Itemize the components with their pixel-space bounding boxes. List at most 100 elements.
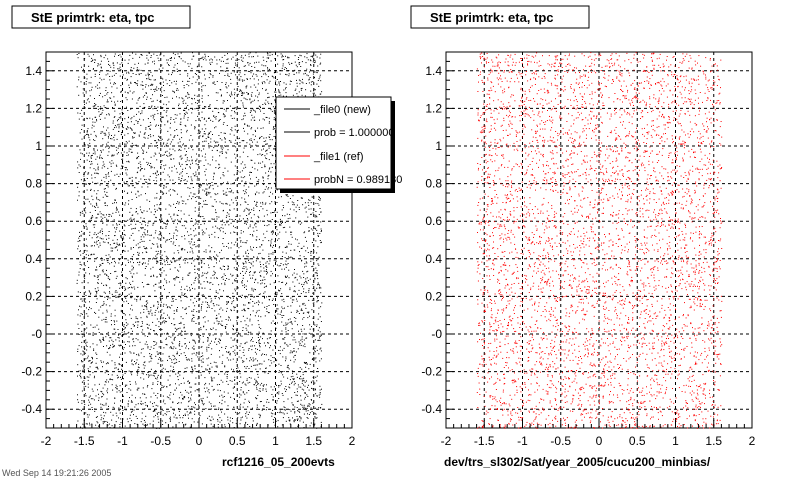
left-data-point [89,117,91,119]
left-data-point [257,55,259,57]
left-data-point [131,269,133,271]
left-data-point [180,165,182,167]
left-data-point [217,255,219,257]
left-data-point [129,270,131,272]
left-data-point [258,79,259,81]
left-data-point [99,199,101,201]
left-data-point [106,238,107,240]
left-data-point [231,301,233,303]
left-data-point [105,304,107,306]
left-data-point [176,259,178,261]
left-data-point [138,367,140,369]
left-data-point [183,115,185,117]
left-data-point [255,135,256,137]
left-data-point [178,410,180,412]
left-data-point [195,323,197,324]
left-data-point [256,387,258,389]
left-data-point [252,221,254,223]
left-data-point [196,158,198,160]
left-data-point [254,185,256,187]
left-data-point [195,171,197,173]
left-data-point [83,276,85,278]
left-data-point [171,370,173,372]
left-data-point [143,311,145,313]
left-data-point [227,73,229,75]
left-data-point [242,92,244,93]
left-data-point [177,376,179,378]
left-data-point [96,324,98,326]
left-data-point [115,384,117,386]
left-data-point [219,252,221,254]
left-data-point [199,186,201,188]
left-data-point [145,181,147,183]
left-data-point [95,202,97,204]
left-data-point [147,347,149,349]
left-data-point [89,219,91,221]
left-data-point [239,405,241,407]
left-data-point [276,384,277,386]
left-data-point [100,406,102,408]
left-data-point [140,352,142,354]
left-data-point [279,218,281,220]
left-data-point [240,387,242,388]
left-data-point [96,193,98,195]
left-data-point [150,396,152,398]
left-data-point [285,260,287,262]
left-data-point [285,284,287,286]
left-data-point [305,366,307,368]
left-data-point [84,134,86,136]
left-data-point [248,213,250,215]
left-data-point [298,206,300,208]
left-data-point [120,69,122,71]
left-data-point [249,320,251,322]
left-data-point [272,419,274,421]
left-data-point [292,417,293,419]
left-data-point [103,418,104,420]
left-data-point [94,245,95,247]
left-data-point [130,207,132,209]
left-data-point [127,219,129,221]
left-data-point [95,424,97,426]
left-data-point [81,346,83,348]
left-data-point [198,334,200,336]
left-data-point [118,407,120,409]
left-data-point [95,395,97,397]
left-data-point [168,167,170,169]
left-data-point [96,257,98,259]
left-data-point [184,110,186,111]
left-data-point [192,162,193,164]
left-data-point [286,264,288,266]
left-data-point [316,56,318,58]
left-data-point [125,288,127,290]
left-data-point [251,159,253,161]
left-data-point [144,335,146,337]
left-data-point [209,236,210,238]
left-data-point [250,314,251,316]
left-data-point [234,338,236,340]
left-data-point [250,140,252,141]
left-data-point [105,318,107,320]
left-data-point [172,139,174,141]
left-data-point [285,333,287,335]
left-data-point [173,409,175,411]
left-data-point [200,131,201,133]
left-data-point [287,57,289,59]
left-data-point [157,393,159,394]
left-data-point [302,270,304,272]
left-data-point [192,52,193,54]
left-data-point [296,279,298,281]
left-data-point [122,154,124,156]
left-data-point [239,373,241,375]
left-data-point [91,161,93,163]
left-data-point [167,155,169,157]
left-data-point [300,89,302,91]
left-data-point [215,290,217,292]
left-data-point [82,365,84,367]
left-data-point [266,273,267,275]
left-data-point [106,93,108,95]
left-data-point [244,176,246,178]
left-data-point [95,290,97,292]
left-data-point [121,256,123,258]
left-data-point [203,165,205,166]
left-data-point [223,391,225,393]
